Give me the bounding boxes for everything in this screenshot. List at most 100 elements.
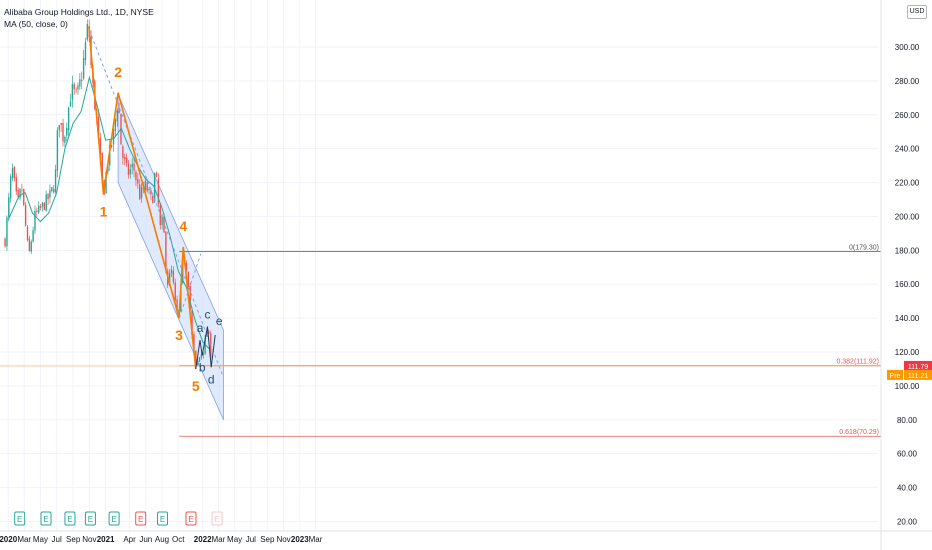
y-tick-label: 40.00 [897,484,918,493]
candle-body [133,163,135,171]
candle-body [32,230,34,242]
candle-body [105,172,107,194]
candle-body [124,156,126,160]
earnings-marker [211,511,223,526]
dashed-trendline [178,253,202,319]
x-tick-label: Oct [172,535,185,544]
fib-label: 0.382(111.92) [836,359,879,366]
candle-body [13,167,16,179]
candle-body [69,101,72,107]
earnings-marker [64,511,76,526]
wave-label-e: e [216,314,223,328]
candle-body [54,169,57,193]
candle-body [137,179,139,184]
candle-body [131,163,133,168]
earnings-marker [108,511,120,526]
candle-body [45,194,47,211]
currency-badge[interactable]: USD [907,5,927,19]
candle-body [86,24,89,40]
candle-body [17,189,19,198]
time-axis[interactable]: 2020 Mar May Jul Sep Nov 2021 Apr Jun Aug Oct 2022 M… [0,530,932,544]
earnings-marker [84,511,96,526]
candle-body [163,216,165,233]
wave-label-d: d [208,372,215,386]
earnings-marker-label: E [160,515,165,524]
candle-body [71,83,74,100]
candle-body [66,127,68,136]
candle-body [39,206,42,208]
candle-body [79,79,81,87]
x-tick-label: 2020 [0,535,18,544]
wave-label-1: 1 [100,203,108,219]
x-tick-label: Nov [82,535,96,544]
candle-body [82,58,85,79]
x-tick-label: Mar [309,535,323,544]
pre-tag-label: Pre [890,373,901,380]
candle-body [21,189,23,191]
candle-body [148,188,150,190]
candle-body [52,189,55,193]
earnings-marker-label: E [88,515,93,524]
candle-body [47,193,49,200]
candle-body [4,238,6,247]
candle-body [125,157,128,164]
candle-body [34,210,36,231]
candle-body [127,163,130,176]
candle-body [204,337,206,354]
price-axis[interactable]: 20.00 40.00 60.00 80.00 100.00 120.00 140.00 16… [880,0,932,550]
pre-tag [887,369,903,380]
impulse-wave-path [88,26,197,370]
candle-body [174,282,176,301]
candle-body [176,299,178,312]
wave-label-5: 5 [192,378,200,394]
candle-body [84,42,87,61]
earnings-marker [157,511,169,526]
candle-body [135,172,137,181]
candle-body [200,354,203,358]
candle-body [157,178,160,205]
last-price-label: 111.79 [908,364,928,371]
candle-body [49,190,51,198]
y-tick-label: 140.00 [895,314,920,323]
earnings-marker-label: E [111,515,116,524]
candle-body [140,187,143,199]
candle-body [189,286,191,310]
candle-body [165,232,167,271]
candle-body [208,332,210,333]
earnings-marker [40,511,52,526]
y-tick-label: 20.00 [897,517,918,526]
candle-body [196,360,199,366]
candle-body [51,187,53,192]
pre-price-tag [904,369,932,380]
x-tick-label: May [33,535,48,544]
candle-body [116,110,118,122]
fib-label: 0(179.30) [849,245,879,252]
candle-body [15,177,17,192]
candle-body [24,204,27,226]
y-tick-label: 120.00 [895,348,920,357]
earnings-marker [135,511,147,526]
dashed-trendline [88,29,224,378]
candle-body [195,350,197,365]
candle-body [9,176,12,199]
candle-body [60,123,62,126]
x-tick-label: Sep [66,535,81,544]
x-tick-label: Mar [211,535,225,544]
earnings-marker [185,511,197,526]
candle-body [58,125,60,131]
x-tick-label: Mar [17,535,31,544]
candle-body [114,119,117,132]
x-tick-label: Jul [52,535,62,544]
x-tick-label: 2023 [291,535,309,544]
candle-body [30,241,32,252]
y-tick-label: 220.00 [895,179,920,188]
chart-title: Alibaba Group Holdings Ltd., 1D, NYSE [4,7,154,17]
candle-body [81,80,83,81]
candle-body [6,217,8,247]
indicator-legend[interactable]: MA (50, close, 0) [4,19,68,29]
candle-body [150,190,152,195]
candle-body [110,145,113,147]
candlestick-series [4,19,212,368]
